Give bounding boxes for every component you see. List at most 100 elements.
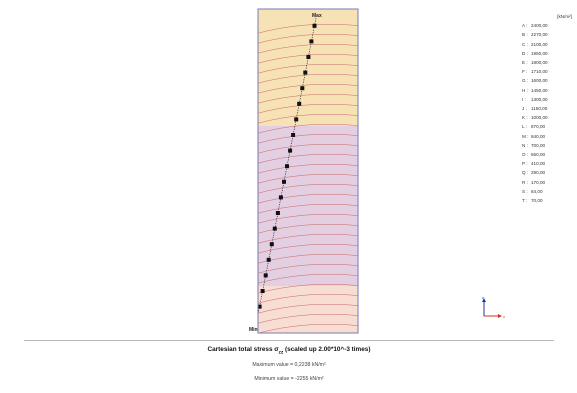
contour-line (258, 243, 358, 254)
z-axis-label: z (482, 296, 484, 300)
legend-value: 290,00 (531, 170, 546, 176)
legend-entry: H :1450,00 (522, 86, 576, 95)
legend-entry: K :1000,00 (522, 113, 576, 122)
legend-value: 2100,00 (531, 41, 548, 47)
wall-node-marker (275, 211, 280, 215)
legend-value: 2270,00 (531, 32, 548, 38)
legend-value: 1150,00 (531, 106, 548, 112)
result-title-sub: zz (278, 349, 284, 355)
legend-key: P : (522, 161, 528, 167)
legend-entry: G :1600,00 (522, 76, 576, 85)
legend-key: J : (522, 106, 527, 112)
contour-line (258, 313, 358, 324)
wall-node-marker (297, 101, 302, 106)
legend-entry: O :560,00 (522, 150, 576, 159)
legend-entry: E :1800,00 (522, 58, 576, 67)
contour-line (258, 193, 358, 204)
legend-key: T : (522, 198, 528, 204)
contour-line (258, 143, 358, 154)
max-marker-label: Max (312, 13, 322, 19)
legend-entry: Q :290,00 (522, 168, 576, 177)
legend-entry: D :1950,00 (522, 49, 576, 58)
contour-line (258, 113, 358, 124)
legend-unit: [kN/m²] (557, 14, 572, 19)
legend-entry: L : 870,00 (522, 122, 576, 131)
lower-soil-zone (258, 126, 358, 286)
wall-node-marker (272, 226, 277, 231)
legend-key: B : (522, 32, 528, 38)
x-arrow-head-icon (498, 314, 502, 318)
contour-lines (258, 23, 358, 333)
contour-line (258, 213, 358, 224)
contour-line (258, 43, 358, 54)
legend-key: C : (522, 41, 528, 47)
legend-value: 840,00 (531, 133, 546, 139)
contour-line (258, 273, 358, 284)
legend-key: Q : (522, 170, 529, 176)
legend-value: 64,00 (531, 188, 543, 194)
contour-line (258, 203, 358, 214)
contour-line (258, 73, 358, 84)
wall-node-marker (291, 133, 296, 137)
legend-value: 1300,00 (531, 96, 548, 102)
z-arrow-head-icon (482, 298, 486, 302)
contour-line (258, 83, 358, 94)
legend-value: 1950,00 (531, 50, 548, 56)
legend-entry: T :70,00 (522, 196, 576, 205)
contour-line (258, 223, 358, 234)
contour-line (258, 163, 358, 174)
legend-value: 1000,00 (531, 115, 548, 121)
legend-key: D : (522, 50, 528, 56)
wall-node-marker (288, 148, 293, 153)
legend-key: G : (522, 78, 529, 84)
wall-node-marker (294, 117, 299, 122)
legend-entry: B :2270,00 (522, 30, 576, 39)
wall-node-marker (266, 257, 271, 262)
wall-node-marker (306, 55, 311, 59)
legend-entry: N :700,00 (522, 141, 576, 150)
x-axis-label: x (503, 314, 505, 319)
legend-key: R : (522, 179, 528, 185)
legend-key: I : (522, 96, 526, 102)
legend-key: K : (522, 115, 528, 121)
result-title-tail: (scaled up 2.00*10^-3 times) (283, 346, 371, 353)
wall-node-marker (269, 242, 274, 247)
contour-line (258, 263, 358, 274)
wall-node-marker (258, 304, 262, 309)
legend-value: 70,00 (531, 198, 543, 204)
contour-line (258, 303, 358, 314)
legend-value: 1600,00 (531, 78, 548, 84)
contour-line (258, 293, 358, 304)
wall-node-marker (303, 70, 308, 75)
wall-node-marker (278, 195, 283, 200)
min-marker-label: Min (249, 327, 258, 333)
contour-line (258, 153, 358, 164)
legend-entry: C :2100,00 (522, 40, 576, 49)
contour-line (258, 33, 358, 44)
legend-key: F : (522, 69, 528, 75)
wall-node-marker (312, 23, 317, 28)
legend-entry: I : 1300,00 (522, 95, 576, 104)
contour-line (258, 103, 358, 114)
stress-contour-plot: Max Min (249, 8, 359, 334)
legend-value: 870,00 (531, 124, 546, 130)
wall-node-marker (260, 289, 265, 293)
legend-key: H : (522, 87, 528, 93)
legend-entry: J : 1150,00 (522, 104, 576, 113)
upper-soil-zone (258, 9, 358, 126)
wall-node-marker (282, 179, 286, 184)
legend-value: 2400,00 (531, 23, 548, 29)
legend-entry: M :840,00 (522, 132, 576, 141)
legend-key: S : (522, 188, 528, 194)
wall-node-marker (263, 273, 268, 278)
contour-line (258, 183, 358, 194)
contour-line (258, 23, 358, 34)
legend-value: 1710,00 (531, 69, 548, 75)
legend-key: E : (522, 60, 528, 66)
maximum-value: Maximum value = 0,2238 kN/m² (252, 362, 326, 368)
wall-line (258, 17, 317, 317)
axes-indicator: z x (476, 295, 506, 320)
contour-line (258, 283, 358, 294)
contour-line (258, 123, 358, 134)
legend-entry: R :170,00 (522, 178, 576, 187)
